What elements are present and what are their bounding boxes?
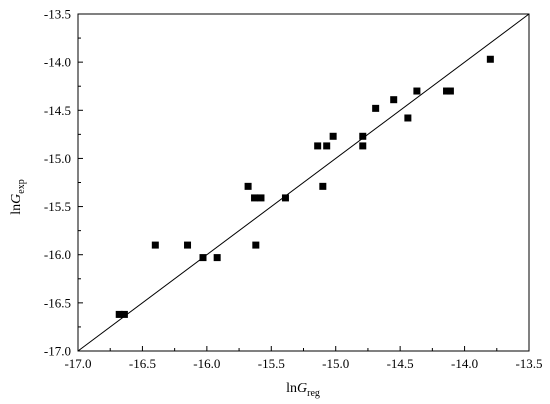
data-point: [115, 310, 123, 318]
y-tick-label: -15.5: [44, 199, 71, 214]
data-point: [251, 194, 259, 202]
y-tick-label: -13.5: [44, 7, 71, 22]
data-point: [319, 182, 327, 190]
data-point: [413, 87, 421, 95]
y-axis-label-variable: G: [9, 194, 24, 204]
x-tick-label: -13.5: [515, 356, 542, 371]
data-point: [314, 142, 322, 150]
x-axis-label-subscript: reg: [307, 388, 320, 399]
data-point: [404, 114, 412, 122]
data-point: [323, 142, 331, 150]
y-tick-label: -15.0: [44, 151, 71, 166]
x-tick-label: -17.0: [64, 356, 91, 371]
data-point: [329, 132, 337, 140]
y-axis-label-main: ln: [9, 204, 24, 215]
y-tick-label: -17.0: [44, 344, 71, 359]
y-tick-label: -14.5: [44, 103, 71, 118]
data-point: [120, 310, 128, 318]
x-axis-label-main: ln: [286, 381, 297, 396]
plot-layer: -17.0 -16.5 -16.0 -15.5 -15.0 -14.5 -14.0 -13.5…: [44, 7, 543, 372]
data-point: [257, 194, 265, 202]
x-tick-label: -14.0: [451, 356, 478, 371]
data-point: [213, 254, 221, 262]
data-point: [446, 87, 454, 95]
y-tick-label: -16.0: [44, 247, 71, 262]
data-point: [244, 182, 252, 190]
data-point: [252, 241, 260, 249]
y-axis-label-subscript: exp: [16, 179, 27, 193]
data-point: [184, 241, 192, 249]
data-point: [443, 87, 451, 95]
data-point: [359, 132, 367, 140]
x-axis-label-variable: G: [297, 381, 307, 396]
y-tick-label: -16.5: [44, 295, 71, 310]
y-tick-label: -14.0: [44, 55, 71, 70]
data-point: [151, 241, 159, 249]
data-point: [199, 254, 207, 262]
data-point: [486, 55, 494, 63]
data-point: [281, 194, 289, 202]
data-point: [390, 96, 398, 104]
x-tick-label: -16.5: [129, 356, 156, 371]
x-axis-label: lnGreg: [286, 381, 320, 399]
reference-line: [77, 13, 530, 352]
x-tick-label: -14.5: [387, 356, 414, 371]
y-axis-label: lnGexp: [9, 179, 27, 214]
x-tick-label: -16.0: [193, 356, 220, 371]
x-tick-label: -15.0: [322, 356, 349, 371]
data-point: [359, 142, 367, 150]
data-point: [372, 104, 380, 112]
x-tick-label: -15.5: [258, 356, 285, 371]
